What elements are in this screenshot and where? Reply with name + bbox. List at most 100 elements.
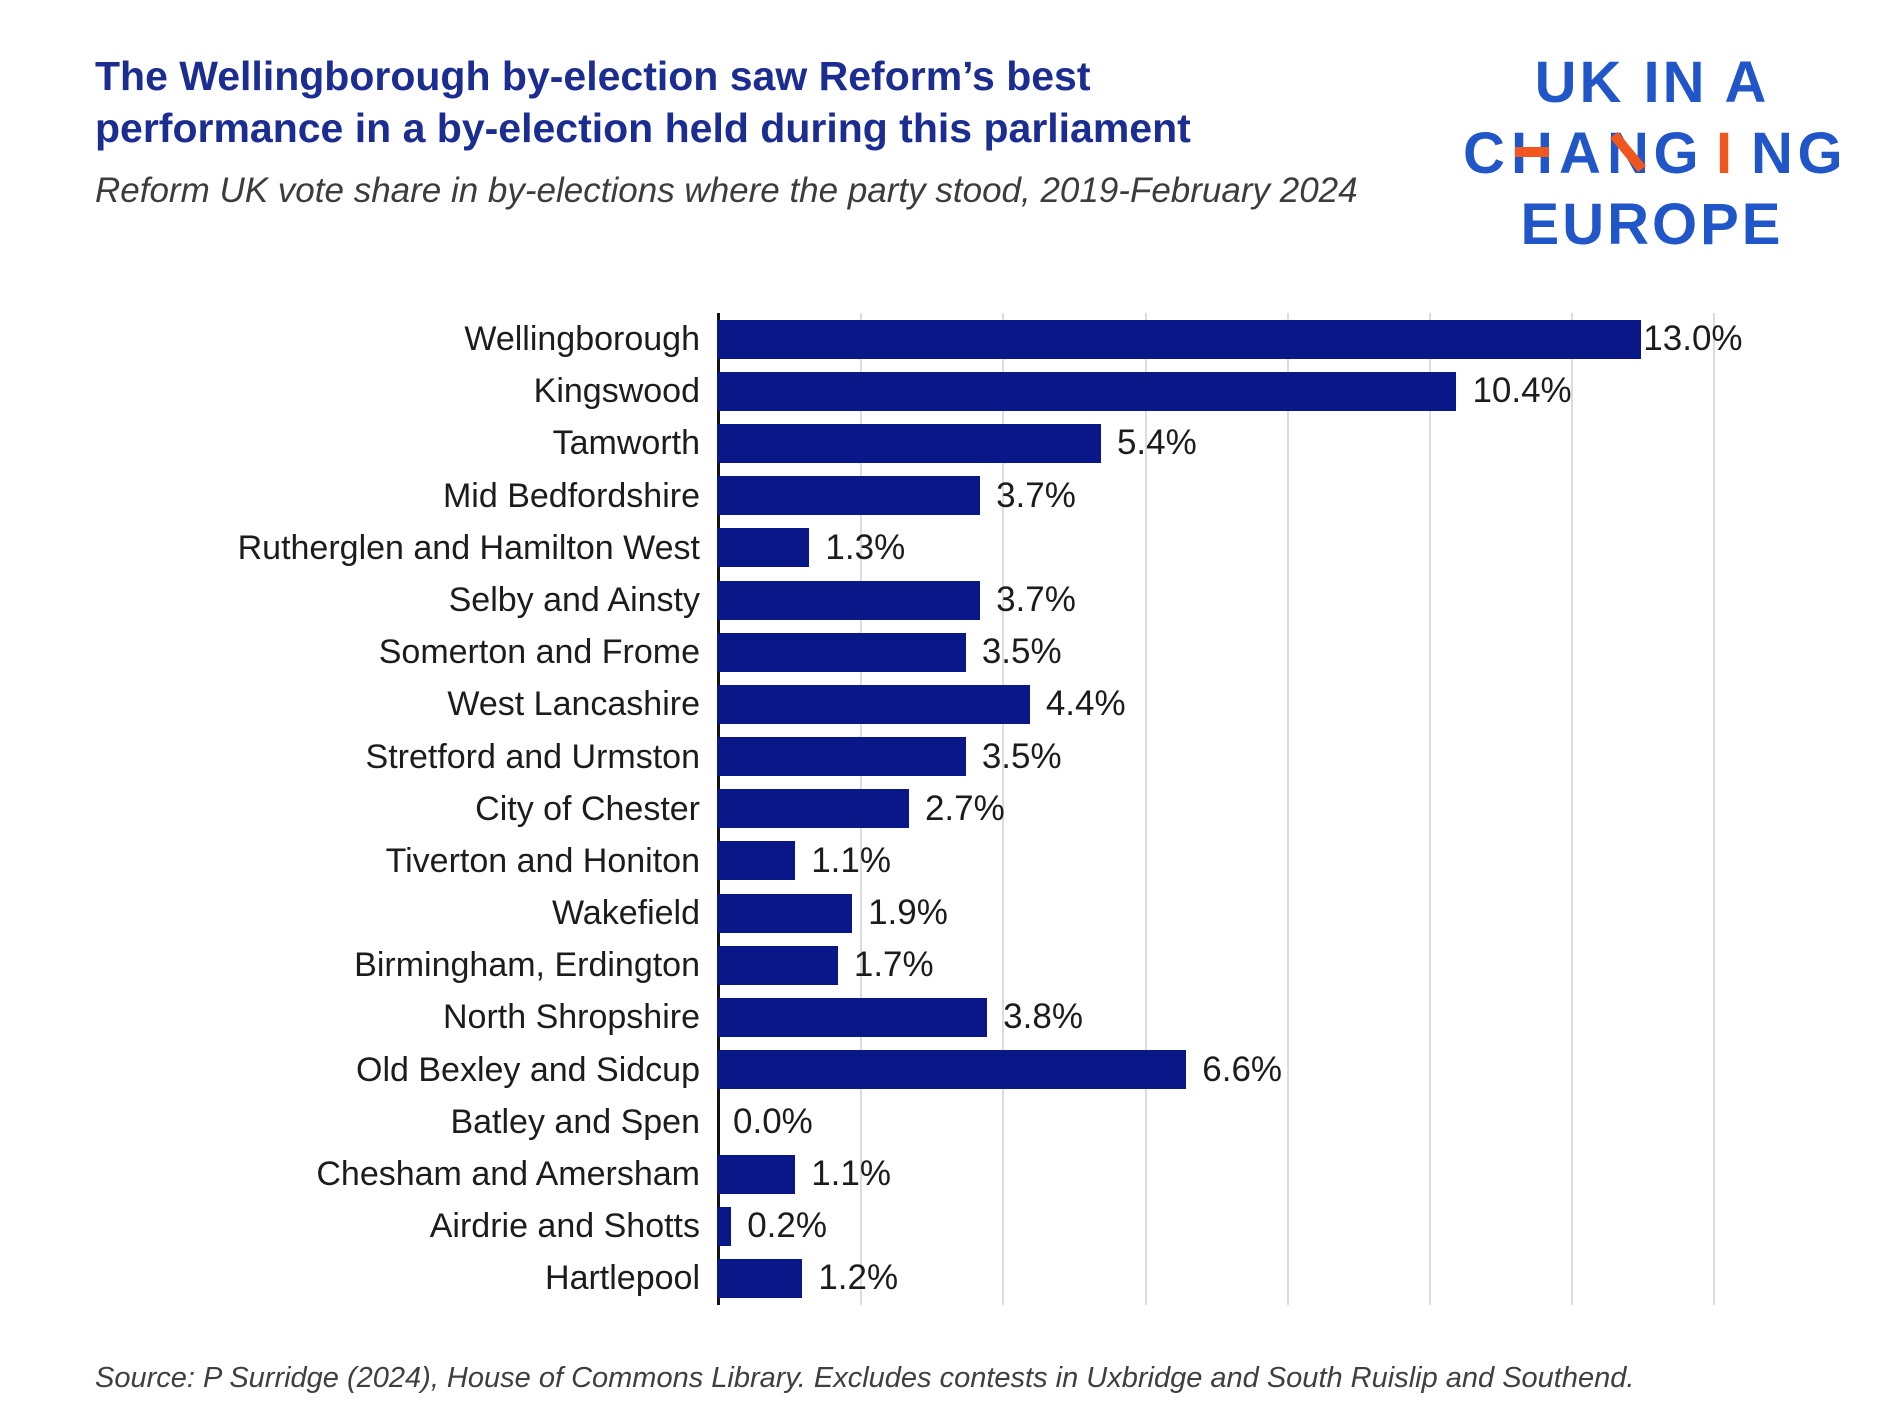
table-row: North Shropshire 3.8% <box>0 991 1820 1043</box>
bar <box>717 476 981 516</box>
table-row: Somerton and Frome 3.5% <box>0 626 1820 678</box>
category-label: Tamworth <box>552 424 700 463</box>
logo-n-diagonal <box>1610 131 1646 173</box>
value-label: 10.4% <box>1472 371 1572 411</box>
table-row: Chesham and Amersham 1.1% <box>0 1148 1820 1200</box>
bar-track: 13.0% <box>717 313 1783 365</box>
category-label: Somerton and Frome <box>378 633 700 672</box>
page-title-line2: performance in a by-election held during… <box>95 105 1191 151</box>
bar <box>717 841 796 881</box>
table-row: Birmingham, Erdington 1.7% <box>0 939 1820 991</box>
gridline-14pct <box>1713 313 1716 1305</box>
category-label: Tiverton and Honiton <box>385 841 700 880</box>
bar <box>717 998 988 1038</box>
value-label: 3.5% <box>981 736 1062 776</box>
page-title-line1: The Wellingborough by-election saw Refor… <box>95 53 1091 99</box>
bar <box>717 1050 1187 1090</box>
bar <box>717 1206 732 1246</box>
table-row: Stretford and Urmston 3.5% <box>0 731 1820 783</box>
category-label: North Shropshire <box>442 998 700 1037</box>
category-label: Airdrie and Shotts <box>429 1207 700 1246</box>
gridline-8pct <box>1286 313 1289 1305</box>
value-label: 3.5% <box>981 632 1062 672</box>
svg-text:A: A <box>1559 121 1601 186</box>
table-row: West Lancashire 4.4% <box>0 678 1820 730</box>
bar-track: 0.2% <box>717 1200 1783 1252</box>
category-label: City of Chester <box>475 789 700 828</box>
value-label: 6.6% <box>1202 1049 1283 1089</box>
gridline-6pct <box>1144 313 1147 1305</box>
bar-track: 1.3% <box>717 522 1783 574</box>
bar-track: 10.4% <box>717 365 1783 417</box>
value-label: 1.1% <box>811 1154 891 1193</box>
value-label: 1.9% <box>868 893 948 933</box>
bar <box>717 684 1030 724</box>
table-row: Hartlepool 1.2% <box>0 1252 1820 1304</box>
table-row: Wakefield 1.9% <box>0 887 1820 939</box>
value-label: 1.3% <box>825 527 906 567</box>
category-label: West Lancashire <box>447 685 700 724</box>
bar-track: 0.0% <box>717 1096 1783 1148</box>
bar <box>717 371 1457 411</box>
svg-text:C: C <box>1463 121 1505 186</box>
category-label: Selby and Ainsty <box>448 580 700 619</box>
bar-track: 2.7% <box>717 783 1783 835</box>
bar-track: 3.5% <box>717 731 1783 783</box>
table-row: Wellingborough 13.0% <box>0 313 1820 365</box>
svg-text:G: G <box>1797 121 1842 186</box>
bar <box>717 528 810 568</box>
table-row: Batley and Spen 0.0% <box>0 1096 1820 1148</box>
value-label: 2.7% <box>924 788 1005 828</box>
category-label: Wellingborough <box>464 320 700 358</box>
bar-track: 1.2% <box>717 1252 1783 1304</box>
svg-text:N: N <box>1751 121 1793 186</box>
logo-h-crossbar <box>1515 147 1549 157</box>
value-label: 3.7% <box>996 579 1076 619</box>
value-label: 1.7% <box>853 945 934 985</box>
bar <box>717 1258 803 1298</box>
logo-graphic: UK IN AEUROPECHANGING <box>1463 50 1843 257</box>
bar-track: 6.6% <box>717 1044 1783 1096</box>
table-row: Airdrie and Shotts 0.2% <box>0 1200 1820 1252</box>
category-label: Rutherglen and Hamilton West <box>237 528 700 567</box>
value-label: 1.1% <box>811 840 891 880</box>
bar-track: 1.7% <box>717 939 1783 991</box>
bar-track: 3.8% <box>717 991 1783 1043</box>
uk-in-a-changing-europe-logo: UK IN AEUROPECHANGING <box>1442 48 1862 258</box>
gridline-10pct <box>1429 313 1431 1305</box>
table-row: Mid Bedfordshire 3.7% <box>0 470 1820 522</box>
table-row: Tamworth 5.4% <box>0 417 1820 469</box>
category-label: Mid Bedfordshire <box>442 476 700 515</box>
bar <box>717 945 838 985</box>
bar-track: 1.9% <box>717 887 1783 939</box>
table-row: Tiverton and Honiton 1.1% <box>0 835 1820 887</box>
value-label: 3.7% <box>996 475 1076 515</box>
value-label: 13.0% <box>1643 319 1743 358</box>
svg-text:UK IN A: UK IN A <box>1535 50 1770 115</box>
category-label: Chesham and Amersham <box>316 1155 700 1193</box>
category-label: Kingswood <box>533 372 700 411</box>
bar-track: 5.4% <box>717 417 1783 469</box>
gridline-4pct <box>1002 313 1005 1305</box>
bar-track: 3.5% <box>717 626 1783 678</box>
category-label: Birmingham, Erdington <box>354 946 700 985</box>
value-label: 3.8% <box>1003 997 1083 1037</box>
bar-track: 3.7% <box>717 470 1783 522</box>
table-row: Kingswood 10.4% <box>0 365 1820 417</box>
bar <box>717 737 966 777</box>
bar-track: 1.1% <box>717 1148 1783 1200</box>
value-label: 5.4% <box>1116 423 1197 463</box>
chart-subtitle: Reform UK vote share in by-elections whe… <box>95 171 1358 210</box>
bar-rows: Wellingborough 13.0% Kingswood 10.4% Tamwort… <box>0 313 1820 1305</box>
category-label: Stretford and Urmston <box>365 737 700 776</box>
svg-text:EUROPE: EUROPE <box>1521 192 1784 257</box>
category-label: Hartlepool <box>545 1259 700 1298</box>
value-label: 0.0% <box>733 1101 813 1141</box>
source-note: Source: P Surridge (2024), House of Comm… <box>95 1362 1635 1394</box>
bar <box>717 789 909 829</box>
bar <box>717 319 1642 359</box>
value-label: 4.4% <box>1045 684 1126 724</box>
bar-track: 3.7% <box>717 574 1783 626</box>
bar <box>717 423 1101 463</box>
